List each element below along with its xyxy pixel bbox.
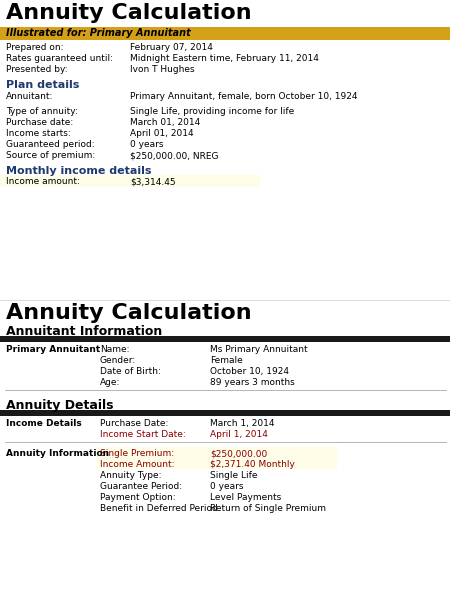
Text: Age:: Age: (100, 378, 121, 387)
Text: Midnight Eastern time, February 11, 2014: Midnight Eastern time, February 11, 2014 (130, 54, 319, 63)
FancyBboxPatch shape (0, 336, 450, 342)
FancyBboxPatch shape (97, 447, 337, 458)
Text: Source of premium:: Source of premium: (6, 151, 95, 160)
Text: Annuity Calculation: Annuity Calculation (6, 3, 252, 23)
Text: Annuity Type:: Annuity Type: (100, 471, 162, 480)
Text: $250,000.00, NREG: $250,000.00, NREG (130, 151, 219, 160)
Text: Return of Single Premium: Return of Single Premium (210, 504, 326, 513)
Text: Type of annuity:: Type of annuity: (6, 107, 78, 116)
FancyBboxPatch shape (0, 410, 450, 416)
Text: Primary Annuitant: Primary Annuitant (6, 345, 100, 354)
Text: $250,000.00: $250,000.00 (210, 449, 267, 458)
Text: Income Details: Income Details (6, 419, 82, 428)
Text: Annuity Information: Annuity Information (6, 449, 109, 458)
Text: Annuity Details: Annuity Details (6, 399, 113, 412)
Text: Primary Annuitant, female, born October 10, 1924: Primary Annuitant, female, born October … (130, 92, 357, 101)
Text: Presented by:: Presented by: (6, 65, 67, 74)
Text: Prepared on:: Prepared on: (6, 43, 63, 52)
Text: 0 years: 0 years (130, 140, 163, 149)
FancyBboxPatch shape (0, 175, 260, 187)
Text: Payment Option:: Payment Option: (100, 493, 176, 502)
Text: Single Life: Single Life (210, 471, 257, 480)
Text: $2,371.40 Monthly: $2,371.40 Monthly (210, 460, 295, 469)
Text: 0 years: 0 years (210, 482, 243, 491)
Text: March 1, 2014: March 1, 2014 (210, 419, 274, 428)
Text: Annuity Calculation: Annuity Calculation (6, 303, 252, 323)
Text: Purchase date:: Purchase date: (6, 118, 73, 127)
Text: Ivon T Hughes: Ivon T Hughes (130, 65, 194, 74)
Text: Date of Birth:: Date of Birth: (100, 367, 161, 376)
Text: Guaranteed period:: Guaranteed period: (6, 140, 94, 149)
Text: Illustrated for: Primary Annuitant: Illustrated for: Primary Annuitant (6, 28, 191, 38)
Text: Gender:: Gender: (100, 356, 136, 365)
Text: Single Life, providing income for life: Single Life, providing income for life (130, 107, 294, 116)
Text: $3,314.45: $3,314.45 (130, 177, 176, 186)
Text: 89 years 3 months: 89 years 3 months (210, 378, 295, 387)
Text: Guarantee Period:: Guarantee Period: (100, 482, 182, 491)
Text: April 1, 2014: April 1, 2014 (210, 430, 268, 439)
Text: Level Payments: Level Payments (210, 493, 281, 502)
Text: Ms Primary Annuitant: Ms Primary Annuitant (210, 345, 308, 354)
Text: Annuitant:: Annuitant: (6, 92, 54, 101)
FancyBboxPatch shape (97, 458, 337, 469)
FancyBboxPatch shape (0, 27, 450, 40)
Text: Income Amount:: Income Amount: (100, 460, 175, 469)
Text: Female: Female (210, 356, 243, 365)
Text: Annuitant Information: Annuitant Information (6, 325, 162, 338)
Text: Benefit in Deferred Period:: Benefit in Deferred Period: (100, 504, 220, 513)
Text: Name:: Name: (100, 345, 130, 354)
Text: Monthly income details: Monthly income details (6, 166, 152, 176)
Text: March 01, 2014: March 01, 2014 (130, 118, 200, 127)
Text: April 01, 2014: April 01, 2014 (130, 129, 194, 138)
Text: Purchase Date:: Purchase Date: (100, 419, 168, 428)
Text: Income starts:: Income starts: (6, 129, 71, 138)
Text: Income Start Date:: Income Start Date: (100, 430, 186, 439)
Text: Income amount:: Income amount: (6, 177, 80, 186)
Text: Plan details: Plan details (6, 80, 79, 90)
Text: October 10, 1924: October 10, 1924 (210, 367, 289, 376)
Text: February 07, 2014: February 07, 2014 (130, 43, 213, 52)
Text: Single Premium:: Single Premium: (100, 449, 174, 458)
Text: Rates guaranteed until:: Rates guaranteed until: (6, 54, 113, 63)
